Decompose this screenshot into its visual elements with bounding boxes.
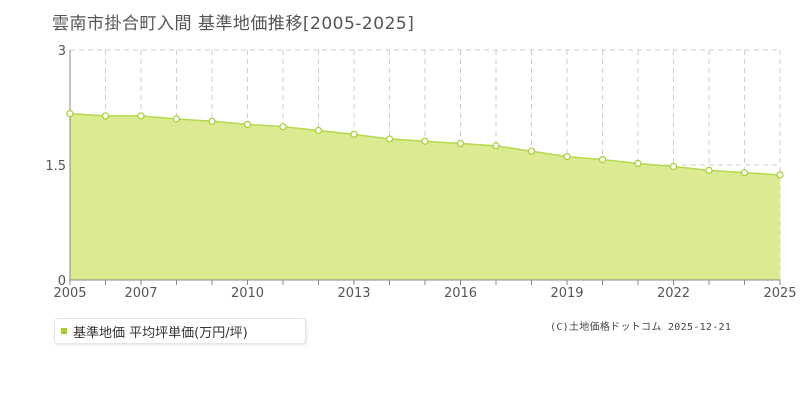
legend-swatch <box>61 328 67 334</box>
y-tick-label: 0 <box>58 274 66 289</box>
data-point <box>385 135 394 143</box>
data-point <box>705 166 713 174</box>
x-tick-label: 2007 <box>124 286 157 301</box>
data-point <box>172 115 181 123</box>
data-point <box>350 130 358 138</box>
data-point <box>598 156 607 164</box>
series-area <box>70 113 780 280</box>
x-tick-label: 2013 <box>337 286 370 301</box>
data-point <box>101 112 110 120</box>
data-point <box>66 110 74 118</box>
data-point <box>456 139 465 148</box>
x-tick-label: 2005 <box>53 286 86 301</box>
data-point <box>669 162 678 171</box>
y-tick-label: 3 <box>58 44 66 59</box>
x-tick-label: 2010 <box>231 286 264 301</box>
x-tick-label: 2016 <box>444 286 477 301</box>
data-point <box>314 126 323 135</box>
data-point <box>740 169 749 177</box>
page-title: 雲南市掛合町入間 基準地価推移[2005-2025] <box>52 14 415 34</box>
copyright-credit: (C)土地価格ドットコム 2025-12-21 <box>550 322 732 333</box>
data-point <box>279 123 287 131</box>
data-point <box>208 117 216 125</box>
x-tick-label: 2025 <box>763 286 796 301</box>
x-tick-label: 2019 <box>550 286 583 301</box>
y-tick-label: 1.5 <box>45 159 66 174</box>
data-point <box>421 137 429 145</box>
data-point <box>243 120 252 128</box>
legend-label: 基準地価 平均坪単価(万円/坪) <box>73 325 248 341</box>
x-tick-label: 2022 <box>657 286 690 301</box>
data-point <box>137 112 145 120</box>
data-point <box>492 142 500 150</box>
data-point <box>634 159 642 168</box>
legend[interactable]: 基準地価 平均坪単価(万円/坪) <box>54 318 306 344</box>
data-point <box>563 152 571 161</box>
data-point <box>527 147 536 155</box>
chart: 2005 2007 2010 2013 2016 2019 2022 2025 0 1.5 3 <box>45 44 796 301</box>
chart-svg: 2005 2007 2010 2013 2016 2019 2022 2025 0 1.5 3 <box>45 44 796 301</box>
data-point <box>776 171 784 179</box>
